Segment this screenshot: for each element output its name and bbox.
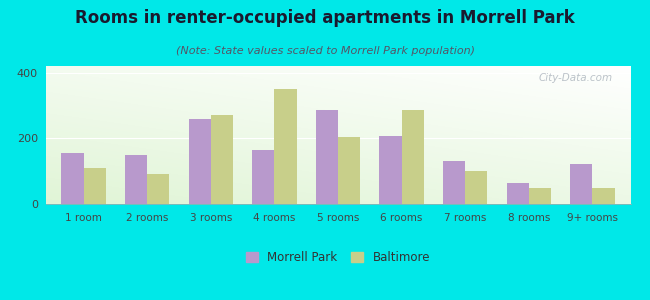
Bar — [570, 164, 592, 204]
Bar — [316, 110, 338, 204]
Text: (Note: State values scaled to Morrell Park population): (Note: State values scaled to Morrell Pa… — [176, 46, 474, 56]
Bar — [402, 110, 424, 204]
Text: Rooms in renter-occupied apartments in Morrell Park: Rooms in renter-occupied apartments in M… — [75, 9, 575, 27]
Legend: Morrell Park, Baltimore: Morrell Park, Baltimore — [246, 251, 430, 264]
Bar — [443, 160, 465, 204]
Bar — [125, 155, 148, 204]
Bar — [84, 168, 106, 204]
Bar — [274, 89, 296, 204]
Bar — [465, 171, 488, 204]
Bar — [380, 136, 402, 204]
Bar — [338, 136, 360, 204]
Bar — [506, 183, 528, 204]
Bar — [61, 153, 84, 204]
Bar — [252, 150, 274, 204]
Text: City-Data.com: City-Data.com — [539, 73, 613, 83]
Bar — [592, 188, 615, 204]
Bar — [528, 188, 551, 204]
Bar — [211, 115, 233, 204]
Bar — [148, 174, 170, 204]
Bar — [188, 118, 211, 204]
